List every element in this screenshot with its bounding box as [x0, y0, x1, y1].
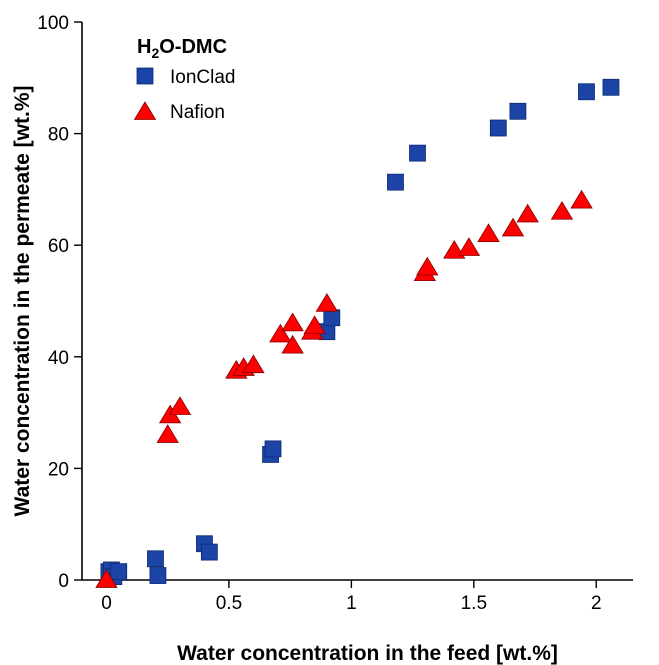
legend-label-ionclad: IonClad [170, 67, 236, 88]
nafion-point [315, 293, 339, 312]
nafion-point [416, 256, 439, 276]
ionclad-point [200, 543, 218, 561]
nafion-point [457, 237, 481, 256]
y-tick-label: 100 [37, 13, 69, 34]
axes [81, 22, 633, 581]
legend-title-subscript: 2 [151, 45, 159, 61]
ionclad-point [149, 567, 167, 584]
x-tick-label: 0 [101, 593, 112, 614]
y-tick-label: 0 [58, 571, 69, 592]
x-tick-label: 0.5 [216, 593, 242, 614]
ionclad-point [602, 78, 620, 96]
ionclad-point [323, 309, 341, 327]
nafion-point [281, 312, 304, 332]
ionclad-point [110, 563, 128, 581]
ionclad-point [578, 83, 595, 101]
x-ticks: 0 0.5 1 1.5 2 [101, 580, 602, 614]
legend-marker-nafion [133, 101, 157, 120]
ionclad-point [409, 144, 426, 162]
legend-title-main: H [137, 36, 151, 58]
y-tick-label: 20 [48, 459, 69, 480]
nafion-point [516, 203, 539, 223]
legend: H2O-DMC IonClad Nafion [133, 36, 236, 123]
nafion-point [156, 424, 179, 443]
nafion-point [269, 323, 292, 343]
ionclad-point [147, 550, 164, 568]
legend-marker-ionclad [136, 67, 154, 85]
nafion-point [570, 189, 593, 209]
ionclad-point [489, 119, 507, 137]
legend-title: H2O-DMC [137, 36, 227, 61]
legend-title-rest: O-DMC [159, 36, 227, 58]
legend-label-nafion: Nafion [170, 102, 225, 123]
y-axis-title: Water concentration in the permeate [wt.… [11, 86, 34, 517]
y-tick-label: 80 [48, 125, 69, 146]
x-axis-title: Water concentration in the feed [wt.%] [177, 642, 558, 665]
x-tick-label: 1 [346, 593, 357, 614]
ionclad-point [387, 173, 404, 191]
nafion-point [168, 396, 192, 415]
y-tick-label: 40 [48, 348, 69, 369]
ionclad-point [509, 102, 527, 120]
y-tick-label: 60 [48, 236, 69, 257]
x-tick-label: 2 [591, 593, 602, 614]
nafion-point [303, 315, 326, 335]
ionclad-point [264, 440, 282, 458]
nafion-point [95, 569, 118, 588]
nafion-point [242, 354, 265, 374]
nafion-point [550, 200, 574, 220]
x-tick-label: 1.5 [461, 593, 487, 614]
nafion-point [501, 217, 525, 237]
nafion-point [477, 223, 500, 242]
nafion-point [281, 334, 304, 354]
y-ticks: 0 20 40 60 80 100 [37, 13, 82, 592]
data-points [95, 78, 620, 588]
